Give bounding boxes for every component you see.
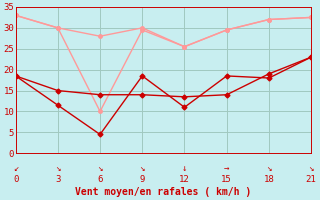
X-axis label: Vent moyen/en rafales ( km/h ): Vent moyen/en rafales ( km/h ) (75, 187, 252, 197)
